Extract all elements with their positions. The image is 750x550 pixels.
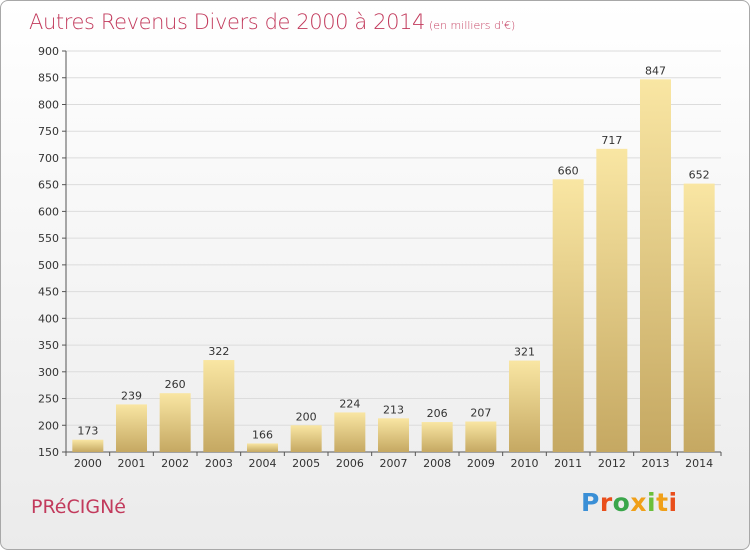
bar-value-label: 321 <box>514 346 535 359</box>
chart-title: Autres Revenus Divers de 2000 à 2014 (en … <box>29 10 515 34</box>
x-tick-label: 2002 <box>161 457 189 470</box>
x-tick-label: 2007 <box>380 457 408 470</box>
y-tick-label: 150 <box>38 446 59 459</box>
bar <box>509 360 540 452</box>
bar <box>72 439 104 452</box>
y-tick-label: 250 <box>38 393 59 406</box>
y-tick-label: 750 <box>38 125 59 138</box>
bar <box>640 79 671 452</box>
bar <box>596 148 628 452</box>
bar-value-label: 660 <box>558 164 579 177</box>
bar-value-label: 213 <box>383 403 404 416</box>
logo-letter: i <box>647 488 657 517</box>
y-tick-label: 550 <box>38 232 59 245</box>
y-tick-label: 300 <box>38 366 59 379</box>
x-tick-label: 2004 <box>249 457 277 470</box>
bar <box>247 443 278 452</box>
y-tick-label: 900 <box>38 45 59 58</box>
x-tick-label: 2010 <box>511 457 539 470</box>
x-tick-label: 2011 <box>554 457 582 470</box>
chart-subtitle: (en milliers d'€) <box>429 19 516 32</box>
bar <box>552 179 584 452</box>
x-tick-label: 2006 <box>336 457 364 470</box>
bar-value-label: 717 <box>601 134 622 147</box>
x-tick-label: 2000 <box>74 457 102 470</box>
x-tick-label: 2009 <box>467 457 495 470</box>
bar-value-label: 847 <box>645 64 666 77</box>
bar <box>159 393 191 452</box>
logo-letter: i <box>668 488 678 517</box>
logo-letter: t <box>656 488 669 517</box>
chart-title-text: Autres Revenus Divers de 2000 à 2014 <box>29 10 426 34</box>
x-axis-ticks: 2000 2001 2002 2003 2004 2005 2006 2007 2008 2009… <box>65 452 722 470</box>
bar <box>465 421 497 452</box>
y-tick-label: 850 <box>38 72 59 85</box>
bar <box>421 422 453 452</box>
y-tick-label: 350 <box>38 339 59 352</box>
bar-value-label: 260 <box>165 378 186 391</box>
x-tick-label: 2005 <box>292 457 320 470</box>
logo-letter: P <box>581 488 600 517</box>
x-tick-label: 2014 <box>685 457 713 470</box>
bar-value-label: 206 <box>427 407 448 420</box>
bar <box>378 418 409 452</box>
y-tick-label: 200 <box>38 419 59 432</box>
y-tick-label: 800 <box>38 98 59 111</box>
x-tick-label: 2001 <box>118 457 146 470</box>
y-tick-label: 500 <box>38 259 59 272</box>
bar <box>334 412 366 452</box>
bar-value-label: 322 <box>208 345 229 358</box>
bar <box>290 425 322 452</box>
y-tick-label: 600 <box>38 205 59 218</box>
commune-name: PRéCIGNé <box>31 496 126 518</box>
y-tick-label: 450 <box>38 286 59 299</box>
bar <box>203 360 235 452</box>
logo-letter: r <box>599 488 613 517</box>
bars <box>72 79 715 452</box>
bar-value-label: 173 <box>77 425 98 438</box>
bar-value-label: 200 <box>296 410 317 423</box>
x-tick-label: 2013 <box>642 457 670 470</box>
value-labels: 173 239 260 322 166 200 224 213 206 207 321 660 717 8… <box>77 64 709 441</box>
logo-letter: x <box>630 488 647 517</box>
bar-value-label: 652 <box>689 169 710 182</box>
x-tick-label: 2012 <box>598 457 626 470</box>
proxiti-logo[interactable]: Proxiti <box>581 488 678 517</box>
y-tick-label: 650 <box>38 179 59 192</box>
y-tick-label: 700 <box>38 152 59 165</box>
y-axis-ticks: 150 200 250 300 350 400 450 500 550 600 650 700 750 8… <box>38 45 66 459</box>
bar-value-label: 207 <box>470 407 491 420</box>
logo-letter: o <box>612 488 631 517</box>
x-tick-label: 2008 <box>423 457 451 470</box>
x-tick-label: 2003 <box>205 457 233 470</box>
bar-value-label: 239 <box>121 389 142 402</box>
bar <box>116 404 147 452</box>
bar-value-label: 224 <box>339 397 360 410</box>
bar-value-label: 166 <box>252 428 273 441</box>
bar <box>683 183 715 452</box>
y-tick-label: 400 <box>38 312 59 325</box>
